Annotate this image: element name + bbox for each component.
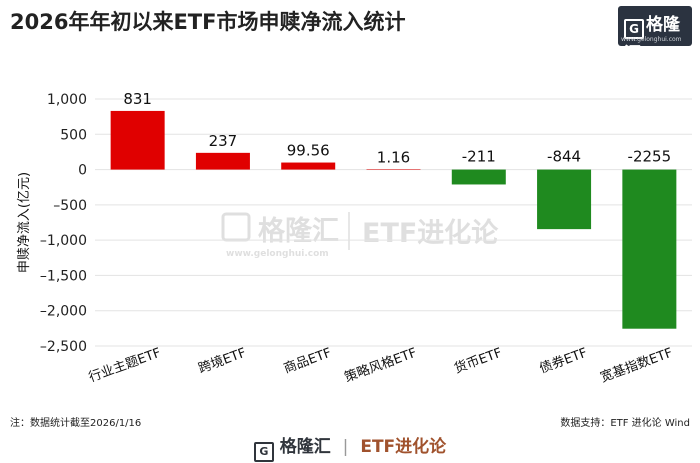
y-tick-label: –1,000 (40, 233, 87, 249)
logo-mark: G 格隆汇 (624, 10, 692, 64)
footnote: 注：数据统计截至2026/1/16 (10, 418, 142, 429)
bottom-logo-icon: G (253, 442, 274, 462)
bar (281, 162, 336, 170)
category-label: 宽基指数ETF (598, 345, 675, 386)
category-label: 货币ETF (452, 345, 504, 377)
watermark-brand: 格隆汇 (258, 216, 339, 247)
logo-url: www.gelonghui.com (621, 36, 682, 43)
bar (537, 169, 592, 230)
data-source: 数据支持：ETF 进化论 Wind (560, 418, 690, 429)
category-label: 债券ETF (537, 345, 589, 377)
data-label: 237 (209, 132, 238, 150)
y-tick-label: –500 (53, 198, 87, 214)
y-tick-label: –2,500 (40, 339, 87, 355)
data-label: -844 (547, 148, 581, 166)
category-label: 策略风格ETF (342, 345, 419, 386)
bar (366, 169, 421, 170)
y-tick-label: 500 (60, 127, 87, 143)
logo-text: 格隆汇 (624, 15, 680, 64)
watermark-url: www.gelonghui.com (226, 249, 329, 259)
bar-chart: 格隆汇 www.gelonghui.com ETF进化论 1,000 500 0 –500 –… (17, 90, 692, 386)
watermark-product: ETF进化论 (362, 218, 499, 249)
y-tick-label: 0 (78, 163, 87, 179)
category-label: 行业主题ETF (87, 346, 163, 386)
bar (622, 169, 677, 329)
y-tick-label: –2,000 (40, 304, 87, 320)
y-tick-label: –1,500 (40, 268, 87, 284)
data-label: 831 (123, 90, 152, 108)
brand-logo: G 格隆汇 www.gelonghui.com (618, 6, 692, 64)
data-label: -2255 (628, 148, 672, 166)
bottom-brand-divider: | (342, 437, 349, 457)
logo-g-icon: G (624, 19, 644, 39)
chart-title: 2026年年初以来ETF市场申赎净流入统计 (10, 10, 406, 34)
bar (195, 152, 250, 170)
data-label: 99.56 (287, 142, 330, 160)
data-label: 1.16 (377, 148, 410, 166)
category-label: 跨境ETF (197, 346, 249, 377)
y-tick-label: 1,000 (47, 92, 87, 108)
bottom-brand-product: ETF进化论 (360, 437, 447, 457)
data-label: -211 (462, 148, 496, 166)
y-axis-label: 申赎净流入(亿元) (17, 172, 32, 273)
bottom-brand: G 格隆汇 | ETF进化论 (0, 431, 700, 463)
bar (451, 169, 506, 185)
bottom-brand-name: 格隆汇 (279, 437, 331, 457)
bar (110, 110, 165, 170)
category-label: 商品ETF (282, 346, 334, 377)
watermark: 格隆汇 www.gelonghui.com ETF进化论 (221, 212, 499, 259)
watermark-logo-icon (221, 212, 251, 242)
